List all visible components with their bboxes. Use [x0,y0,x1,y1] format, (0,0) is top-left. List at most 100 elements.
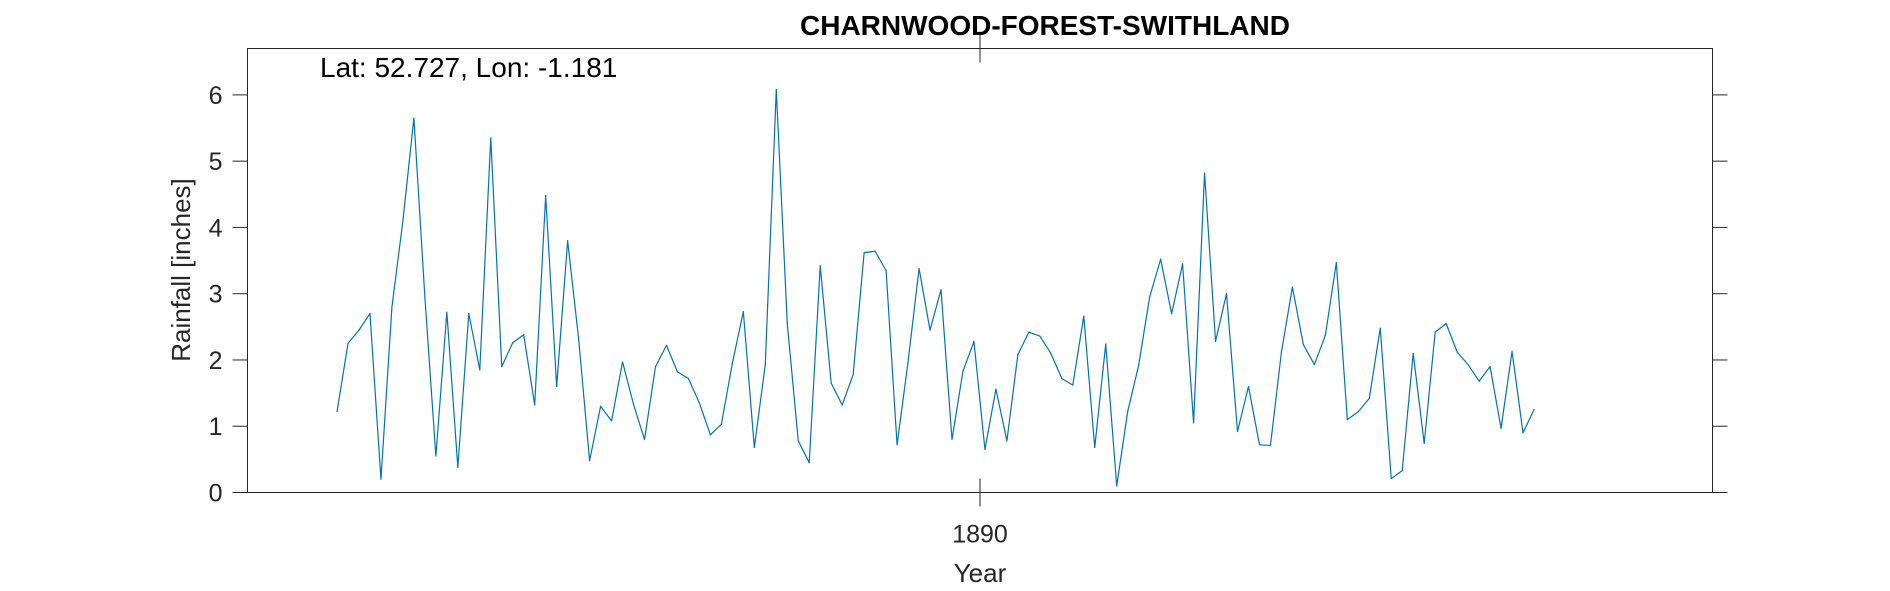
data-point [775,88,777,91]
data-point [1105,343,1107,345]
data-point [1313,364,1315,366]
data-point [490,137,492,139]
data-point [1214,340,1217,343]
data-point [1467,364,1469,366]
data-point [1324,334,1326,337]
data-point [1182,263,1184,265]
rainfall-series-line [336,88,1535,487]
data-point [1149,296,1151,298]
data-point [1401,470,1403,472]
x-axis: 1890 [952,34,1008,549]
data-point [380,478,382,480]
data-point [698,402,701,404]
data-point [1478,380,1480,382]
data-point [786,322,788,325]
data-point [402,220,404,222]
y-tick-label: 0 [209,480,223,508]
data-point [1127,411,1129,413]
plot-area-box [247,48,1713,493]
y-tick-label: 2 [209,347,223,375]
y-axis-label: Rainfall [inches] [166,178,196,362]
data-point [929,329,931,331]
data-point [1280,351,1283,353]
data-point [1445,322,1447,325]
data-point [578,338,580,340]
data-point [479,369,481,371]
data-point [753,446,755,449]
data-point [435,455,437,457]
data-point [1116,485,1118,487]
data-point [534,404,536,406]
data-point [1533,409,1535,411]
data-point [621,361,624,363]
data-point [358,329,360,331]
data-point [336,411,338,413]
data-point [1423,442,1425,445]
data-point [556,385,558,388]
y-tick-label: 4 [209,214,223,242]
data-point [742,310,744,313]
y-tick-label: 1 [209,413,223,441]
data-point [1083,315,1085,317]
data-point [1291,286,1294,288]
data-point [995,388,997,390]
data-point [468,312,470,315]
data-point [1225,293,1228,295]
data-point [852,373,854,376]
data-point [830,382,832,384]
data-point [676,371,679,373]
data-point [391,306,393,308]
data-point [1072,384,1074,386]
data-point [665,344,668,346]
data-point [599,405,602,407]
data-point [1500,427,1502,429]
data-point [1412,352,1414,354]
data-point [1236,430,1239,433]
data-point [896,444,898,446]
data-point [819,265,821,267]
data-point [1006,440,1008,442]
data-point [918,267,920,270]
data-point [347,342,349,344]
data-point [1094,446,1096,449]
data-point [973,340,975,343]
data-point [764,364,766,366]
rainfall-data-points [336,88,1535,487]
data-point [1269,444,1272,447]
data-point [1017,354,1019,356]
data-point [1346,419,1348,421]
data-point [720,423,722,425]
data-point [654,365,657,368]
data-point [610,420,613,422]
data-point [1171,312,1173,315]
data-point [512,342,514,344]
data-point [632,403,635,405]
data-point [1192,422,1195,424]
data-point [1489,365,1491,368]
data-point [863,252,865,254]
data-point [962,370,964,372]
y-tick-label: 3 [209,281,223,309]
location-annotation: Lat: 52.727, Lon: -1.181 [320,52,617,83]
data-point [567,240,569,242]
data-point [589,460,591,462]
data-point [1050,352,1052,354]
data-point [1039,335,1041,337]
data-point [808,462,810,464]
x-tick-label: 1890 [952,521,1008,549]
data-point [1511,350,1513,352]
data-point [1335,261,1337,264]
data-point [643,438,646,441]
data-point [369,312,371,315]
data-point [951,438,953,441]
data-point [797,440,799,442]
y-tick-label: 5 [209,148,223,176]
data-point [545,195,547,197]
data-point [424,296,426,298]
data-point [1247,385,1250,388]
data-point [1368,397,1370,399]
data-point [709,434,712,436]
y-axis: 0 1 2 3 4 5 6 [209,82,1728,508]
x-axis-label: Year [954,558,1007,588]
